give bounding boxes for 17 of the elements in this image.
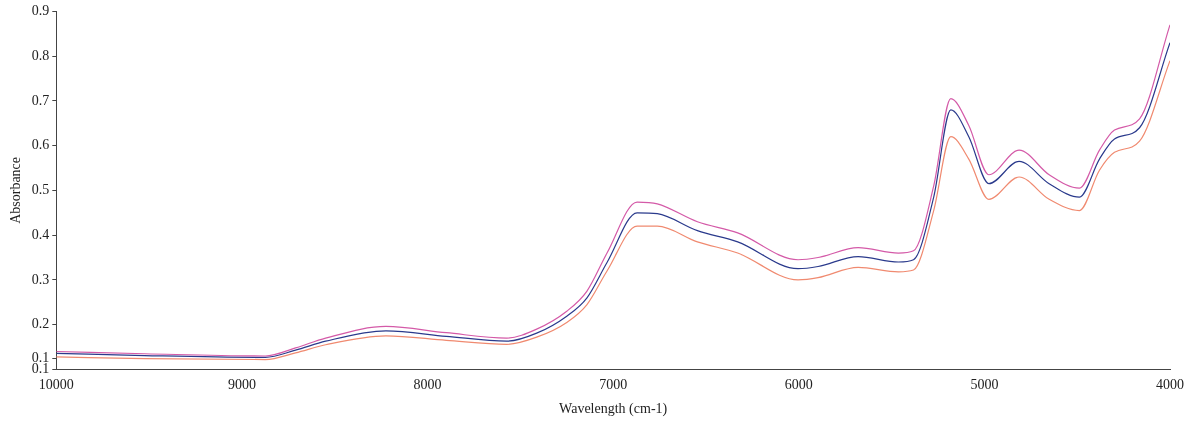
x-tick-label: 9000 — [227, 377, 256, 393]
x-tick-label: 6000 — [784, 377, 813, 393]
x-axis-title: Wavelength (cm-1) — [559, 401, 668, 418]
x-tick-label: 10000 — [38, 377, 74, 393]
y-tick-label: 0.6 — [31, 137, 50, 153]
y-tick-label: 0.5 — [31, 182, 50, 198]
x-tick-label: 7000 — [599, 377, 628, 393]
x-tick-label: 4000 — [1156, 377, 1184, 393]
y-tick-label: 0.2 — [31, 316, 50, 332]
y-tick-label: 0.9 — [31, 3, 50, 19]
y-tick-label: 0.4 — [31, 226, 50, 242]
y-tick-label: 0.7 — [31, 92, 50, 108]
x-tick-label: 5000 — [970, 377, 999, 393]
y-tick-label: 0.3 — [31, 271, 50, 287]
x-tick-label: 8000 — [413, 377, 442, 393]
y-axis-title: Absorbance — [8, 156, 24, 224]
y-tick-label: 0.8 — [31, 47, 50, 63]
